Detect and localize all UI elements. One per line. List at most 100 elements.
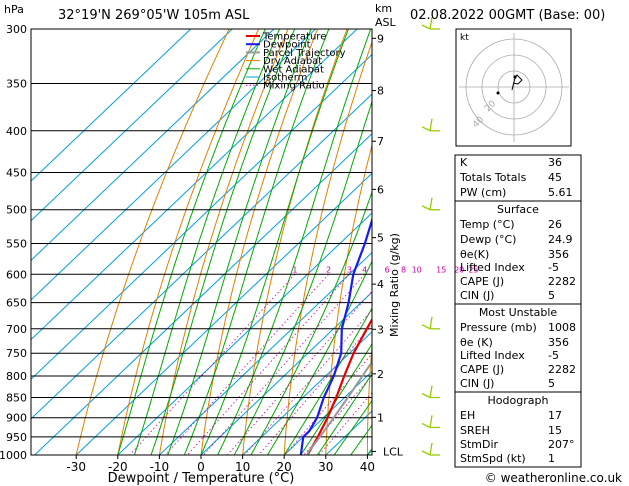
mixing-ratio-label: 25	[468, 265, 478, 274]
surface-thetae-value: 356	[548, 248, 569, 261]
totals-totals-label: Totals Totals	[459, 171, 527, 184]
wind-barb	[421, 450, 431, 456]
mu-pressure-label: Pressure (mb)	[460, 321, 537, 334]
height-tick-label: 2	[377, 368, 384, 381]
pw-value: 5.61	[548, 186, 573, 199]
isotherm-line	[31, 29, 192, 182]
pressure-tick-label: 700	[6, 323, 27, 336]
hodograph-box	[454, 391, 582, 468]
surface-cape-label: CAPE (J)	[460, 275, 504, 288]
temperature-tick-label: -30	[66, 460, 86, 474]
series-dewpoint	[299, 216, 372, 455]
mu-li-value: -5	[548, 349, 559, 362]
legend-entry: Wet Adiabat	[263, 64, 324, 75]
isotherm-line	[34, 132, 372, 455]
wet-adiabat-line	[150, 29, 296, 455]
stmdir-label: StmDir	[460, 438, 499, 451]
height-tick-label: 1	[377, 411, 384, 424]
height-tick-label: LCL	[383, 445, 404, 458]
pressure-tick-label: 300	[6, 23, 27, 36]
mixing-ratio-axis-title: Mixing Ratio (g/kg)	[388, 233, 401, 337]
wind-barb	[421, 422, 431, 428]
asl-label: ASL	[375, 16, 397, 29]
mu-thetae-value: 356	[548, 336, 569, 349]
wind-barb	[421, 205, 431, 211]
isotherm-line	[200, 291, 372, 455]
mixing-ratio-label: 6	[385, 265, 390, 274]
surface-li-value: -5	[548, 261, 559, 274]
legend-entry: Mixing Ratio	[263, 81, 325, 92]
pressure-tick-label: 450	[6, 166, 27, 179]
wet-adiabat-line	[317, 373, 372, 455]
mu-li-label: Lifted Index	[460, 349, 525, 362]
pressure-tick-label: 550	[6, 237, 27, 250]
legend-entry: Dry Adiabat	[263, 56, 322, 67]
wind-barb	[421, 24, 431, 30]
mixing-ratio-labels: 1 2 3 4 6 8 10 15 20 25	[292, 265, 478, 274]
wind-barb	[421, 126, 431, 132]
sreh-label: SREH	[460, 424, 490, 437]
surface-li-label: Lifted Index	[460, 261, 525, 274]
series-parcel-trajectory	[306, 360, 372, 455]
wet-adiabat-line	[333, 399, 372, 455]
wind-barb	[429, 442, 433, 456]
hodograph-frame	[455, 28, 572, 147]
pressure-tick-label: 800	[6, 370, 27, 383]
wind-barb	[429, 16, 433, 30]
mu-cape-label: CAPE (J)	[460, 363, 504, 376]
wind-barb	[429, 415, 433, 428]
isobar-lines	[31, 28, 372, 456]
totals-totals-value: 45	[548, 171, 562, 184]
isotherm-line	[31, 29, 275, 262]
pressure-tick-label: 400	[6, 125, 27, 138]
eh-label: EH	[460, 409, 475, 422]
k-index-value: 36	[548, 156, 562, 169]
stmspd-label: StmSpd (kt)	[460, 452, 526, 465]
datetime-label: 02.08.2022 00GMT (Base: 00)	[410, 8, 605, 23]
mixing-ratio-label: 4	[362, 265, 367, 274]
isotherm-line	[242, 331, 372, 455]
storm-motion-marker	[496, 91, 500, 95]
wind-barbs	[421, 16, 440, 456]
isotherm-lines	[31, 29, 372, 455]
temperature-tick-label: -20	[108, 460, 128, 474]
x-axis-title: Dewpoint / Temperature (°C)	[108, 471, 295, 486]
copyright-footer: © weatheronline.co.uk	[485, 471, 622, 485]
mixing-ratio-line	[203, 274, 365, 455]
mixing-ratio-label: 2	[326, 265, 331, 274]
hpa-label: hPa	[4, 3, 24, 16]
mu-cape-value: 2282	[548, 363, 576, 376]
isotherm-line	[31, 29, 358, 341]
mu-cin-value: 5	[548, 377, 555, 390]
temperature-tick-label: 30	[318, 460, 333, 474]
wind-barb	[421, 324, 431, 330]
pressure-tick-label: 650	[6, 297, 27, 310]
hodograph-title: Hodograph	[488, 394, 549, 407]
pressure-tick-label: 850	[6, 391, 27, 404]
wet-adiabat-line	[283, 307, 372, 455]
mixing-ratio-label: 10	[412, 265, 422, 274]
surface-dewp-value: 24.9	[548, 233, 573, 246]
mu-cin-label: CIN (J)	[460, 377, 494, 390]
k-index-label: K	[460, 156, 468, 169]
height-tick-label: 7	[377, 135, 384, 148]
height-tick-label: 6	[377, 183, 384, 196]
isotherm-line	[31, 29, 316, 301]
indices-table: K 36 Totals Totals 45 PW (cm) 5.61 Surfa…	[454, 154, 582, 468]
profile-series	[299, 216, 372, 455]
temperature-tick-label: 20	[277, 460, 292, 474]
wind-barb	[429, 118, 433, 131]
pressure-tick-label: 600	[6, 268, 27, 281]
temperature-tick-label: 10	[235, 460, 250, 474]
temperature-tick-label: 0	[197, 460, 205, 474]
hodograph-point	[513, 75, 517, 79]
isotherm-line	[159, 251, 372, 455]
pressure-tick-label: 900	[6, 412, 27, 425]
surface-dewp-label: Dewp (°C)	[460, 233, 516, 246]
mixing-ratio-label: 1	[292, 265, 297, 274]
height-tick-label: 3	[377, 323, 384, 336]
hodograph-plot: kt 20 40	[455, 28, 572, 147]
pressure-tick-label: 1000	[0, 449, 27, 462]
wet-adiabat-line	[217, 29, 372, 455]
